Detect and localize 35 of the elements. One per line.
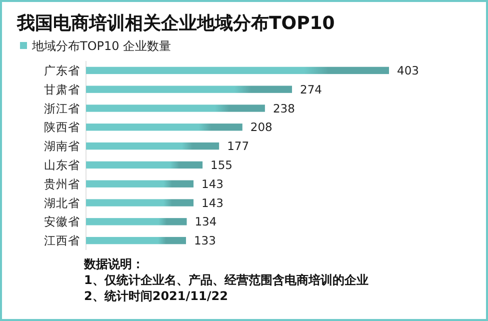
y-tick-label: 广东省 [44,63,80,78]
bar [86,180,194,188]
data-label: 177 [227,139,250,154]
text: 1、仅统计企业名、产品、经营范围含电商培训的企业 [84,273,368,287]
bar [86,86,292,93]
data-label: 143 [202,176,224,191]
bar [86,142,220,150]
data-label: 208 [250,120,272,134]
text: 数据说明： [83,257,144,271]
data-label: 143 [202,196,224,210]
data-label: 238 [272,101,295,116]
y-tick-label: 安徽省 [44,214,80,229]
y-tick-label: 湖北省 [44,196,80,210]
y-tick-label: 甘肃省 [44,82,80,96]
y-tick-label: 江西省 [44,234,80,248]
bar [86,218,187,226]
data-label: 134 [194,214,217,229]
y-tick-label: 陕西省 [44,120,80,134]
data-label: 403 [397,63,419,78]
y-tick-label: 浙江省 [44,101,80,116]
bar [86,124,242,131]
text: 2、统计时间2021/11/22 [84,289,228,303]
data-label: 133 [194,234,216,248]
data-label: 274 [300,82,322,96]
y-tick-label: 湖南省 [44,139,80,154]
bar [86,161,203,169]
chart-title: 我国电商培训相关企业地域分布TOP10 [16,13,335,34]
y-tick-label: 贵州省 [44,176,80,191]
legend-label: 地域分布TOP10 企业数量 [31,39,172,54]
bar [86,104,265,112]
y-tick-label: 山东省 [44,158,80,172]
bar [86,236,186,244]
bar [86,199,194,206]
bar [86,66,389,74]
data-label: 155 [210,158,232,172]
